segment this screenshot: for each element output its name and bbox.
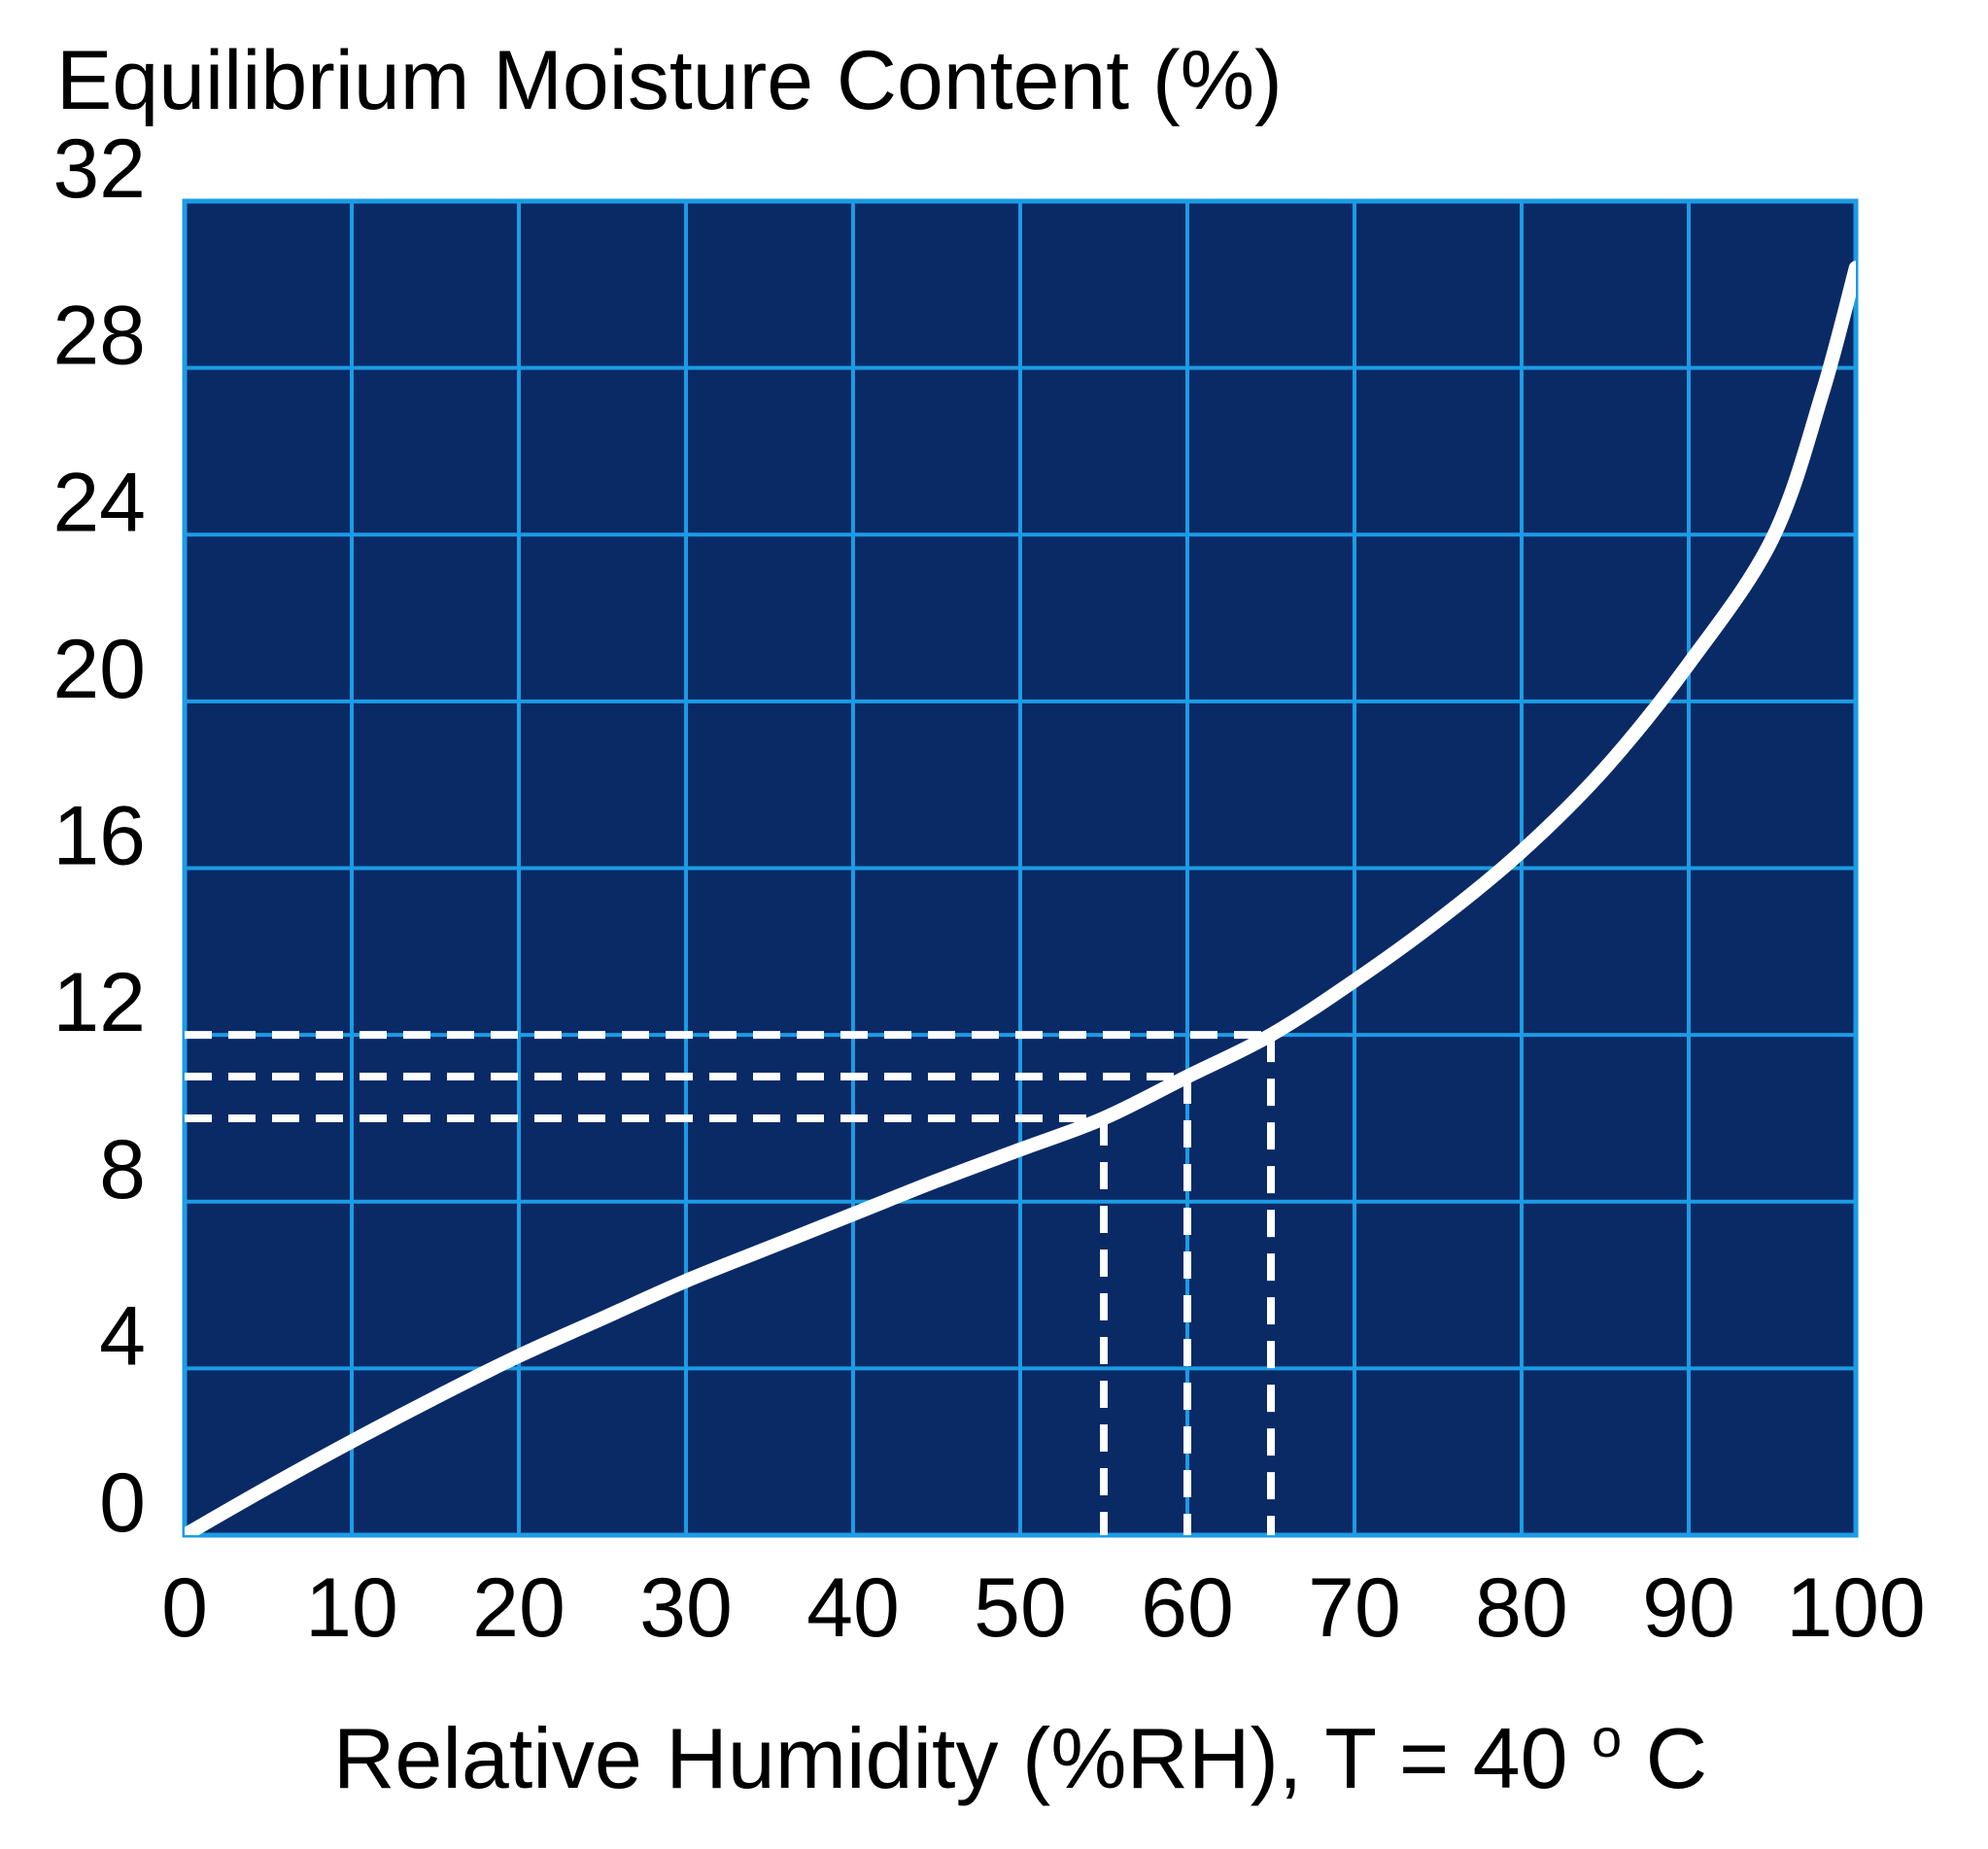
chart-title: Equilibrium Moisture Content (%) xyxy=(56,34,1283,127)
y-tick-label: 20 xyxy=(52,623,146,716)
y-tick-label: 16 xyxy=(52,790,146,883)
x-tick-label: 20 xyxy=(472,1561,566,1655)
y-tick-label: 24 xyxy=(52,456,146,549)
y-tick-label: 8 xyxy=(99,1123,146,1216)
y-tick-label: 32 xyxy=(52,122,146,216)
x-tick-label: 40 xyxy=(806,1561,900,1655)
x-axis-title-superscript: o xyxy=(1592,1707,1622,1768)
x-tick-label: 10 xyxy=(305,1561,398,1655)
emc-curve-group xyxy=(185,260,1856,1535)
x-tick-label: 90 xyxy=(1642,1561,1735,1655)
plot-border xyxy=(182,198,1859,1538)
x-tick-label: 50 xyxy=(974,1561,1067,1655)
y-axis-tick-labels: 0 4 8 12 16 20 24 28 32 xyxy=(52,122,146,1550)
x-tick-label: 80 xyxy=(1475,1561,1568,1655)
x-tick-label: 0 xyxy=(161,1561,208,1655)
reference-dashed-lines xyxy=(185,1031,1275,1535)
x-axis-title-unit: C xyxy=(1646,1710,1708,1806)
y-tick-label: 0 xyxy=(99,1456,146,1550)
plot-border-rect xyxy=(182,198,1859,1538)
x-tick-label: 70 xyxy=(1308,1561,1401,1655)
x-axis-title: Relative Humidity (%RH), T = 40 o C xyxy=(333,1679,1707,1806)
x-axis-tick-labels: 0 10 20 30 40 50 60 70 80 90 100 xyxy=(161,1561,1926,1655)
x-tick-label: 30 xyxy=(639,1561,733,1655)
x-axis-title-text: Relative Humidity (%RH), T = 40 xyxy=(333,1710,1568,1806)
y-tick-label: 4 xyxy=(99,1289,146,1383)
y-tick-label: 12 xyxy=(52,956,146,1049)
y-tick-label: 28 xyxy=(52,290,146,383)
x-tick-label: 60 xyxy=(1141,1561,1234,1655)
emc-curve xyxy=(185,260,1856,1535)
x-tick-label: 100 xyxy=(1786,1561,1926,1655)
